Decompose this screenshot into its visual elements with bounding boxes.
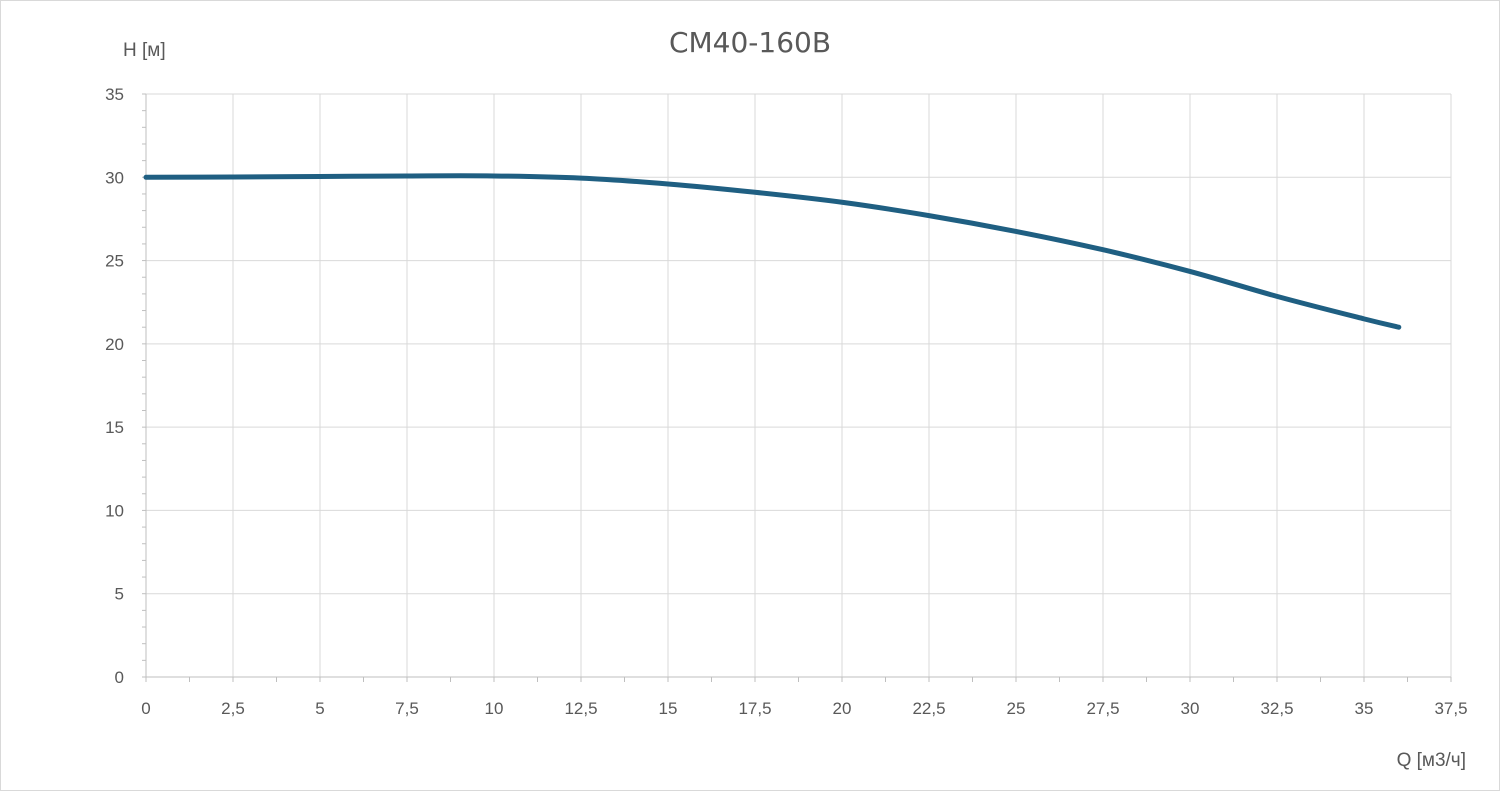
x-tick-label: 30 xyxy=(1181,699,1200,718)
pump-curve-line xyxy=(143,173,1402,330)
y-tick-label: 0 xyxy=(115,668,124,687)
chart-title: CM40-160B xyxy=(668,26,832,59)
x-tick-label: 22,5 xyxy=(912,699,945,718)
x-tick-label: 12,5 xyxy=(564,699,597,718)
x-tick-label: 7,5 xyxy=(395,699,419,718)
y-tick-label: 10 xyxy=(105,501,124,520)
y-tick-label: 35 xyxy=(105,85,124,104)
y-axis-title: H [м] xyxy=(123,40,166,61)
x-tick-label: 17,5 xyxy=(738,699,771,718)
x-tick-label: 25 xyxy=(1007,699,1026,718)
x-tick-label: 15 xyxy=(659,699,678,718)
x-tick-label: 2,5 xyxy=(221,699,245,718)
y-tick-label: 30 xyxy=(105,168,124,187)
x-axis-title: Q [м3/ч] xyxy=(1396,750,1466,771)
x-tick-label: 27,5 xyxy=(1086,699,1119,718)
x-tick-label: 35 xyxy=(1355,699,1374,718)
y-tick-label: 5 xyxy=(115,585,124,604)
y-tick-label: 25 xyxy=(105,252,124,271)
x-tick-label: 5 xyxy=(315,699,324,718)
x-tick-label: 0 xyxy=(141,699,150,718)
x-tick-label: 37,5 xyxy=(1434,699,1467,718)
x-tick-label: 32,5 xyxy=(1260,699,1293,718)
x-tick-label: 20 xyxy=(833,699,852,718)
x-tick-label: 10 xyxy=(485,699,504,718)
y-tick-label: 15 xyxy=(105,418,124,437)
y-tick-label: 20 xyxy=(105,335,124,354)
